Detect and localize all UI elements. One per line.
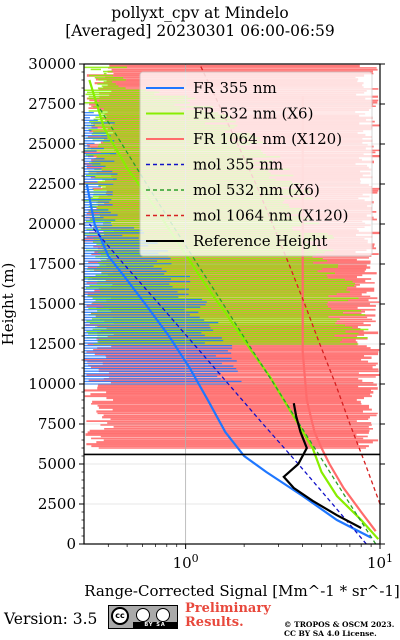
version-label: Version: 3.5 — [4, 610, 98, 628]
legend-label: FR 355 nm — [193, 79, 277, 97]
axes: 0 2500 5000 7500 10000 12500 15000 17500 20000 22… — [28, 55, 393, 572]
series-fr-355-nm — [85, 183, 372, 539]
y-tick-label: 27500 — [28, 95, 76, 113]
y-tick-label: 15000 — [28, 295, 76, 313]
legend-label: mol 1064 nm (X120) — [193, 207, 348, 225]
y-tick-label: 12500 — [28, 335, 76, 353]
legend-label: Reference Height — [193, 232, 327, 250]
y-tick-label: 17500 — [28, 255, 76, 273]
y-tick-label: 2500 — [38, 495, 76, 513]
chart-title-line1: pollyxt_cpv at Mindelo — [111, 4, 289, 22]
legend-box — [139, 71, 373, 257]
by-sa-strip: BY SA — [133, 622, 177, 628]
y-tick-label: 0 — [66, 535, 76, 553]
y-tick-label: 5000 — [38, 455, 76, 473]
cc-icon: cc — [111, 607, 129, 625]
preliminary-text: Preliminary — [185, 601, 271, 616]
y-tick-label: 25000 — [28, 135, 76, 153]
series-mol-355-nm — [88, 223, 367, 545]
x-tick-label: 101 — [367, 552, 393, 573]
y-tick-label: 10000 — [28, 375, 76, 393]
y-tick-label: 7500 — [38, 415, 76, 433]
y-tick-label: 20000 — [28, 215, 76, 233]
legend-label: FR 532 nm (X6) — [193, 105, 313, 123]
copyright-line1: © TROPOS & OSCM 2023. — [284, 620, 395, 629]
preliminary-notice: Preliminary Results. — [185, 602, 271, 630]
chart-legend: FR 355 nm FR 532 nm (X6) FR 1064 nm (X120)… — [139, 71, 373, 257]
copyright-notice: © TROPOS & OSCM 2023. CC BY SA 4.0 Licen… — [284, 620, 394, 638]
legend-label: mol 355 nm — [193, 156, 283, 174]
y-axis-label: Height (m) — [0, 263, 17, 346]
cc-license-icon: cc BY SA — [108, 605, 178, 629]
y-tick-label: 30000 — [28, 55, 76, 73]
x-tick-label: 100 — [173, 552, 199, 573]
by-icon — [136, 608, 150, 622]
series-reference-height — [282, 403, 362, 529]
legend-label: mol 532 nm (X6) — [193, 181, 320, 199]
x-axis-label: Range-Corrected Signal [Mm^-1 * sr^-1] — [84, 582, 400, 600]
results-text: Results. — [185, 615, 244, 630]
chart-title-line2: [Averaged] 20230301 06:00-06:59 — [65, 22, 335, 40]
copyright-line2: CC BY SA 4.0 License. — [284, 629, 377, 638]
sa-icon — [156, 608, 170, 622]
legend-label: FR 1064 nm (X120) — [193, 130, 342, 148]
y-tick-label: 22500 — [28, 175, 76, 193]
